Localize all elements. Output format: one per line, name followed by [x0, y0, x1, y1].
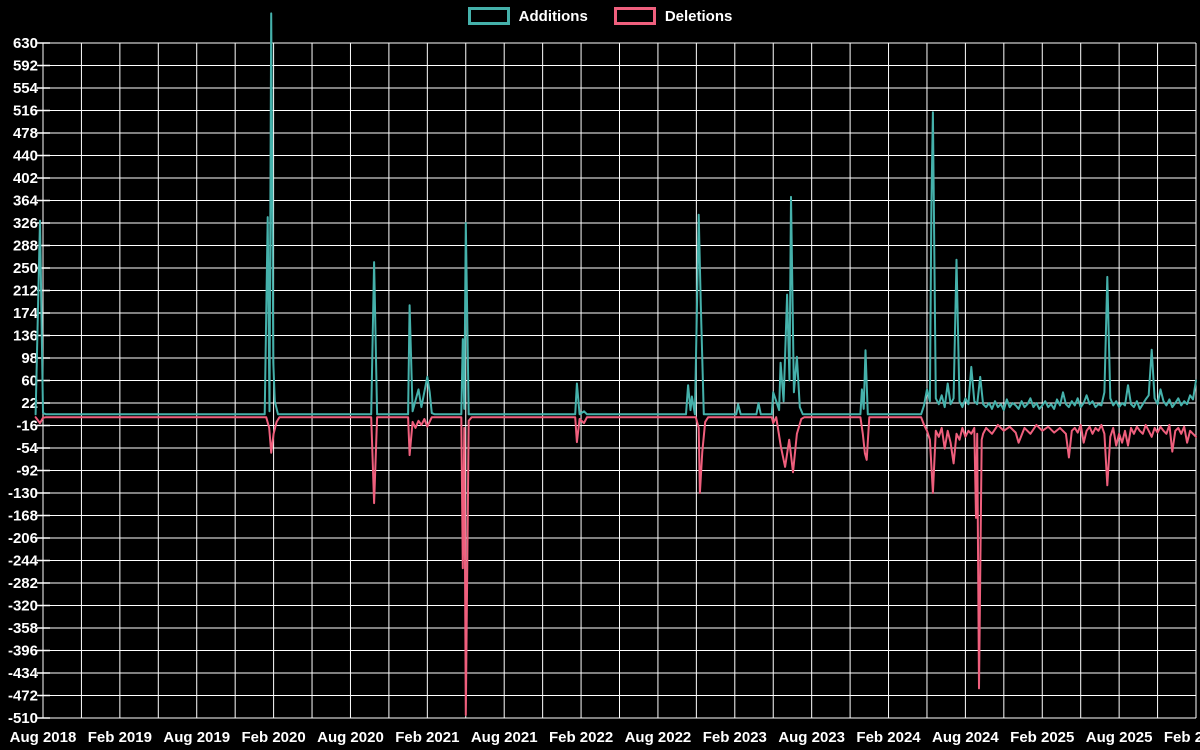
- y-axis-label: 554: [13, 80, 39, 97]
- x-axis-label: Feb 2021: [395, 729, 459, 746]
- y-axis-label: -244: [8, 553, 39, 570]
- x-axis-label: Aug 2019: [163, 729, 230, 746]
- x-axis-label: Aug 2018: [10, 729, 77, 746]
- y-axis-label: 592: [13, 58, 38, 75]
- y-axis-label: -282: [8, 575, 38, 592]
- y-axis-label: -396: [8, 643, 38, 660]
- y-axis-label: 22: [21, 395, 38, 412]
- additions-swatch-icon: [467, 7, 510, 25]
- y-axis-label: 136: [13, 328, 38, 345]
- y-axis-label: -92: [16, 463, 38, 480]
- x-axis-label: Feb 2024: [856, 729, 921, 746]
- legend-item-deletions[interactable]: Deletions: [613, 7, 733, 25]
- deletions-line: [34, 416, 1197, 716]
- y-axis-label: -472: [8, 688, 38, 705]
- y-axis-label: -168: [8, 508, 38, 525]
- y-axis-label: -358: [8, 620, 38, 637]
- legend-item-additions[interactable]: Additions: [467, 7, 588, 25]
- y-axis-label: 60: [21, 373, 38, 390]
- y-axis-label: -320: [8, 598, 38, 615]
- y-axis-label: 288: [13, 238, 38, 255]
- x-axis-label: Feb 2023: [703, 729, 767, 746]
- y-axis-label: -510: [8, 710, 38, 727]
- x-axis-label: Feb 2025: [1010, 729, 1074, 746]
- y-axis-label: 440: [13, 148, 38, 165]
- x-axis-label: Aug 2023: [778, 729, 845, 746]
- x-axis-label: Aug 2022: [625, 729, 692, 746]
- x-axis-label: Feb 2022: [549, 729, 613, 746]
- y-axis-label: 630: [13, 35, 38, 52]
- y-axis-label: 98: [21, 350, 38, 367]
- deletions-swatch-icon: [613, 7, 656, 25]
- deletions-legend-label: Deletions: [664, 7, 733, 25]
- x-axis-label: Aug 2024: [932, 729, 999, 746]
- x-axis-label: Aug 2021: [471, 729, 538, 746]
- additions-legend-label: Additions: [518, 7, 588, 25]
- x-axis-label: Aug 2025: [1086, 729, 1153, 746]
- y-axis-label: 478: [13, 125, 38, 142]
- y-axis-label: -16: [16, 418, 38, 435]
- y-axis-label: -130: [8, 485, 38, 502]
- y-axis-label: -434: [8, 665, 39, 682]
- y-axis-label: 212: [13, 283, 38, 300]
- x-axis-label: Feb 2026: [1164, 729, 1200, 746]
- chart-legend: Additions Deletions: [0, 7, 1200, 25]
- y-axis-label: 516: [13, 103, 38, 120]
- x-axis-label: Feb 2019: [88, 729, 152, 746]
- additions-line: [34, 12, 1197, 416]
- y-axis-label: -54: [16, 440, 38, 457]
- x-axis-label: Aug 2020: [317, 729, 384, 746]
- y-axis-label: 174: [13, 305, 39, 322]
- y-axis-label: -206: [8, 530, 38, 547]
- y-axis-label: 364: [13, 193, 39, 210]
- x-axis-label: Feb 2020: [241, 729, 305, 746]
- y-axis-label: 326: [13, 215, 38, 232]
- y-axis-label: 402: [13, 170, 38, 187]
- y-axis-label: 250: [13, 260, 38, 277]
